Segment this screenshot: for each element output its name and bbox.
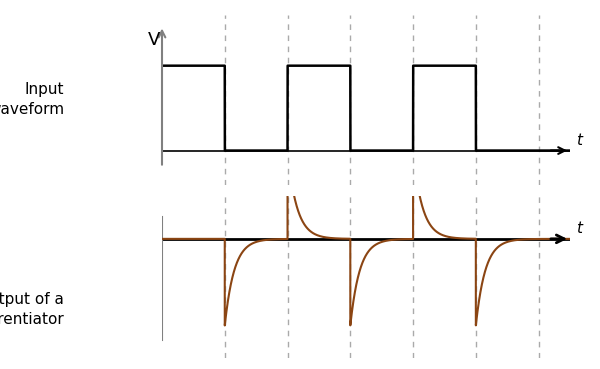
Text: V: V <box>148 31 161 49</box>
Text: t: t <box>576 221 582 236</box>
Text: t: t <box>576 133 582 148</box>
Text: Output of a
differentiator: Output of a differentiator <box>0 292 64 327</box>
Text: Input
waveform: Input waveform <box>0 82 64 117</box>
